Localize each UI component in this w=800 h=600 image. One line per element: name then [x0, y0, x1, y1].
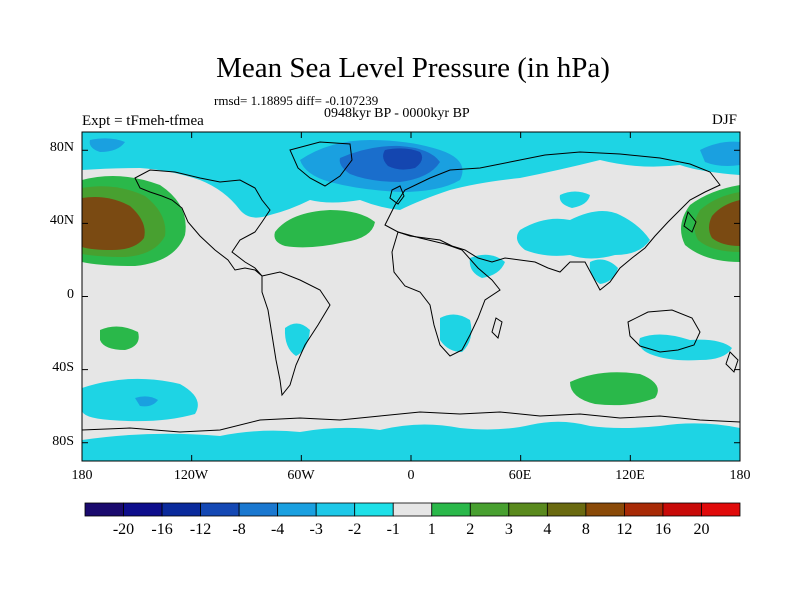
south-pacific-negative-core [135, 396, 158, 407]
southeast-asia-negative [589, 259, 618, 284]
colorbar-label: -4 [270, 521, 285, 538]
map-title: Mean Sea Level Pressure (in hPa) [216, 52, 610, 84]
antarctica-coast [82, 411, 740, 433]
season-label: DJF [712, 112, 738, 128]
lon-label-180e: 180 [729, 468, 751, 483]
colorbar-swatch [431, 502, 471, 517]
asia-negative-central [516, 211, 650, 259]
lat-label-0: 0 [67, 287, 74, 302]
stats-text: rmsd= 1.18895 diff= -0.107239 [214, 93, 379, 108]
colorbar-swatch [546, 502, 587, 517]
colorbar-label: 4 [543, 521, 552, 538]
colorbar-swatch [624, 502, 664, 517]
colorbar-swatch [585, 502, 625, 517]
lat-label-40s: 40S [52, 360, 74, 375]
coastlines [82, 141, 740, 433]
asia-negative-east [559, 191, 590, 208]
colorbar-swatch [277, 502, 317, 517]
south-pacific-high [100, 326, 139, 350]
bering-negative [700, 141, 740, 166]
lon-label-120w: 120W [173, 468, 209, 483]
pacific-arctic-negative [89, 138, 125, 152]
colorbar-label: -8 [232, 521, 246, 538]
colorbar-swatch [200, 502, 240, 517]
lon-label-60w: 60W [287, 468, 315, 483]
southern-ocean-negative [82, 421, 740, 461]
colorbar-label: 12 [616, 521, 633, 538]
pressure-field [82, 132, 740, 461]
colorbar-swatch [84, 502, 124, 517]
colorbar-label: -20 [112, 521, 135, 538]
colorbar-label: 3 [504, 521, 513, 538]
colorbar-label: 8 [581, 521, 590, 538]
lat-label-80n: 80N [49, 140, 74, 155]
experiment-label: Expt = tFmeh-tfmea [82, 113, 204, 129]
colorbar-swatch [508, 502, 548, 517]
nordic-negative-core [383, 148, 423, 170]
colorbar-swatch [392, 502, 433, 517]
colorbar-swatch [315, 502, 356, 517]
colorbar-swatch [662, 502, 702, 517]
new-zealand-coast [725, 351, 739, 373]
africa-coast [391, 231, 501, 357]
greenland-coast [289, 141, 353, 187]
colorbar-label: -3 [309, 521, 323, 538]
atlantic-high [274, 210, 375, 248]
north-america-coast [134, 169, 271, 277]
colorbar-swatch [123, 502, 163, 517]
north-pacific-east-high-core [709, 200, 740, 246]
colorbar [84, 502, 741, 517]
colorbar-label: -1 [386, 521, 400, 538]
colorbar-swatch [354, 502, 394, 517]
lon-label-180w: 180 [71, 468, 93, 483]
japan-coast [683, 210, 697, 233]
eurasia-coast [384, 151, 721, 291]
colorbar-swatch [701, 502, 741, 517]
colorbar-swatch [238, 502, 279, 517]
axis-ticks [81, 132, 741, 461]
colorbar-label: 20 [693, 521, 710, 538]
uk-coast [389, 185, 405, 205]
colorbar-label: 1 [427, 521, 436, 538]
lon-label-0: 0 [407, 468, 415, 483]
colorbar-swatch [161, 502, 201, 517]
colorbar-label: -2 [348, 521, 362, 538]
australia-coast [627, 309, 701, 353]
lon-label-120e: 120E [615, 468, 645, 483]
colorbar-label: -16 [151, 521, 173, 538]
indian-ocean-high [570, 372, 658, 406]
colorbar-swatch [469, 502, 510, 517]
colorbar-label: 2 [466, 521, 475, 538]
africa-south-negative [440, 314, 472, 352]
colorbar-label: -12 [189, 521, 212, 538]
madagascar-coast [491, 317, 503, 339]
lat-label-40n: 40N [49, 213, 74, 228]
period-text: 0948kyr BP - 0000kyr BP [324, 106, 470, 121]
colorbar-label: 16 [654, 521, 671, 538]
south-america-coast [261, 271, 331, 397]
lon-label-60e: 60E [508, 468, 532, 483]
north-pacific-west-high-core [82, 197, 145, 250]
lat-label-80s: 80S [52, 434, 74, 449]
